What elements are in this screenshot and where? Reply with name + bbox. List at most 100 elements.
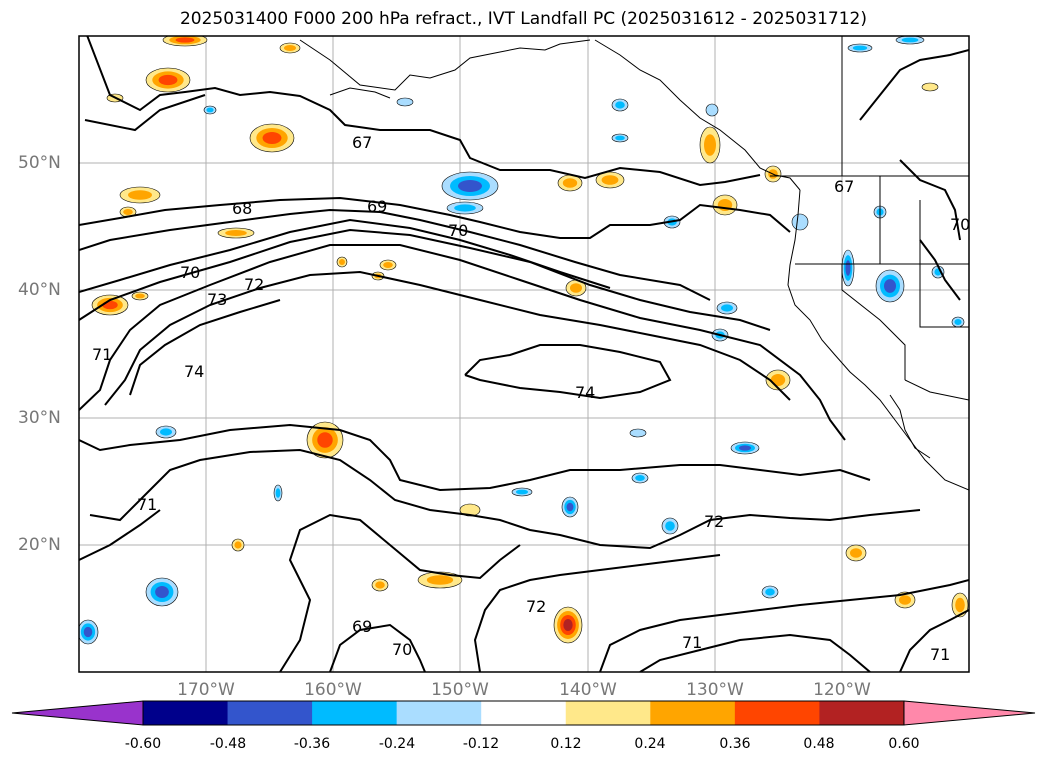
colorbar-segment: [396, 701, 482, 725]
map-frame: [78, 35, 970, 673]
colorbar-segment: [650, 701, 736, 725]
lon-label-170w: 170°W: [177, 680, 235, 700]
ivt-shade-patch: [339, 259, 345, 265]
map-title: 2025031400 F000 200 hPa refract., IVT La…: [179, 9, 867, 29]
map-panel[interactable]: 67 68 69 70 70 71 72 73 74 74 71 72 72 6…: [0, 0, 1047, 700]
ivt-shade-patch: [884, 279, 896, 293]
ivt-shade-patch: [396, 97, 414, 107]
colorbar-tick: 0.12: [550, 736, 582, 752]
colorbar-segment: [312, 701, 398, 725]
contour-label: 69: [367, 197, 387, 216]
colorbar: [11, 700, 1036, 726]
lat-label-20n: 20°N: [18, 535, 61, 555]
ivt-shade-patch: [383, 262, 393, 268]
contour-labels: 67 68 69 70 70 71 72 73 74 74 71 72 72 6…: [92, 133, 970, 664]
colorbar-arrow-left: [11, 700, 144, 726]
contour-label: 72: [244, 275, 264, 294]
colorbar-tick: -0.60: [124, 736, 162, 752]
contour-label: 70: [392, 640, 412, 659]
ivt-shade-patch: [317, 432, 333, 448]
contour-label: 68: [232, 199, 252, 218]
ivt-shade-patch: [155, 586, 169, 598]
ivt-shade-patch: [704, 134, 716, 156]
ivt-shade-patch: [921, 82, 939, 92]
colorbar-segment: [227, 701, 313, 725]
lat-label-30n: 30°N: [18, 408, 61, 428]
ivt-shade-patch: [845, 260, 851, 276]
colorbar-segment: [734, 701, 820, 725]
contour-label: 69: [352, 617, 372, 636]
ivt-shading: [79, 36, 969, 645]
ivt-shade-patch: [175, 37, 195, 43]
ivt-shade-patch: [83, 626, 93, 638]
ivt-shade-patch: [635, 475, 645, 481]
contour-label: 71: [930, 645, 950, 664]
colorbar-frame: [142, 700, 905, 726]
ivt-shade-patch: [225, 230, 247, 236]
lat-label-50n: 50°N: [18, 153, 61, 173]
ivt-shade-patch: [563, 619, 573, 631]
ivt-shade-patch: [665, 521, 675, 531]
ivt-shade-patch: [275, 488, 281, 498]
colorbar-segment: [481, 701, 567, 725]
colorbar-tick: -0.12: [462, 736, 500, 752]
ivt-shade-patch: [262, 132, 282, 144]
lon-label-150w: 150°W: [431, 680, 489, 700]
ivt-shade-patch: [765, 588, 775, 596]
ivt-shade-patch: [426, 575, 454, 585]
contour-label: 70: [180, 263, 200, 282]
ivt-shade-patch: [901, 37, 919, 43]
ivt-shade-patch: [562, 178, 578, 188]
colorbar-segment: [143, 701, 229, 725]
contour-label: 74: [575, 383, 595, 402]
ivt-shade-patch: [158, 74, 178, 86]
ivt-shade-patch: [601, 175, 619, 185]
ivt-shade-patch: [615, 135, 625, 141]
ivt-shade-patch: [739, 445, 751, 451]
ivt-shade-patch: [721, 304, 733, 312]
ivt-shade-patch: [899, 595, 911, 605]
ivt-shade-patch: [516, 489, 528, 495]
lat-label-40n: 40°N: [18, 280, 61, 300]
colorbar-tick: -0.48: [209, 736, 247, 752]
ivt-shade-patch: [615, 101, 625, 109]
contour-label: 74: [184, 362, 204, 381]
ivt-shade-patch: [284, 45, 296, 51]
ivt-shade-patch: [955, 597, 965, 613]
ivt-shade-patch: [566, 502, 574, 512]
lon-label-160w: 160°W: [304, 680, 362, 700]
contour-label: 70: [448, 221, 468, 240]
colorbar-tick: -0.36: [293, 736, 331, 752]
contour-label: 70: [950, 215, 970, 234]
contour-label: 72: [704, 512, 724, 531]
ivt-shade-patch: [629, 428, 647, 438]
ivt-shade-patch: [454, 204, 476, 212]
ivt-shade-patch: [791, 213, 809, 231]
colorbar-tick: 0.24: [634, 736, 666, 752]
ivt-shade-patch: [123, 209, 133, 215]
coastline: [299, 36, 969, 491]
contour-label: 67: [834, 177, 854, 196]
colorbar-segment: [819, 701, 905, 725]
ivt-shade-patch: [375, 581, 385, 589]
contour-label: 71: [137, 495, 157, 514]
refractivity-contours: [79, 36, 969, 672]
ivt-shade-patch: [852, 45, 868, 51]
ivt-shade-patch: [954, 319, 962, 325]
contour-label: 71: [682, 633, 702, 652]
ivt-shade-patch: [458, 180, 482, 192]
ivt-shade-patch: [128, 190, 152, 200]
lon-label-140w: 140°W: [559, 680, 617, 700]
lon-label-130w: 130°W: [686, 680, 744, 700]
colorbar-tick: 0.60: [888, 736, 920, 752]
contour-label: 71: [92, 345, 112, 364]
ivt-shade-patch: [570, 283, 582, 293]
ivt-shade-patch: [206, 107, 214, 113]
contour-label: 67: [352, 133, 372, 152]
ivt-shade-patch: [160, 428, 172, 436]
colorbar-tick: -0.24: [378, 736, 416, 752]
ivt-shade-patch: [705, 103, 719, 117]
colorbar-tick: 0.36: [719, 736, 751, 752]
contour-label: 72: [526, 597, 546, 616]
lon-label-120w: 120°W: [813, 680, 871, 700]
